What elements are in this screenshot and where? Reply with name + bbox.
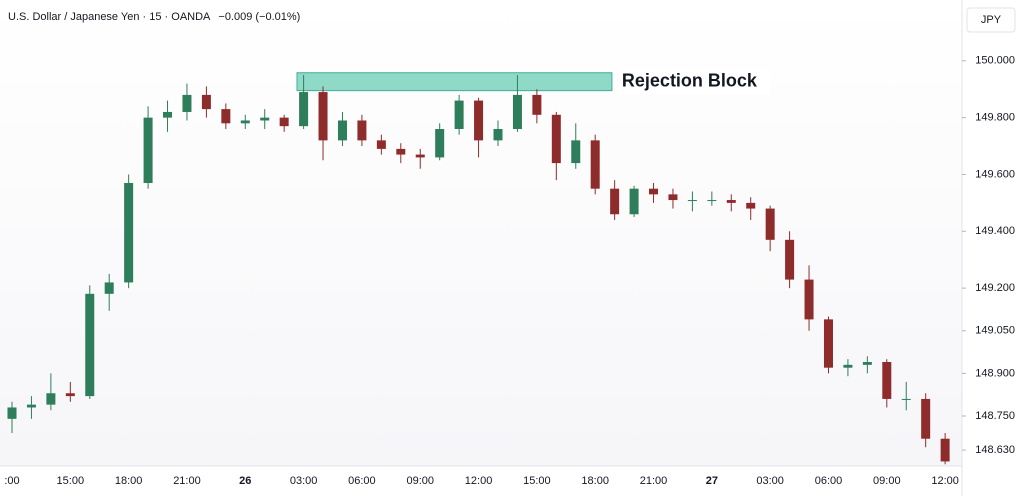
zone-label: Rejection Block [622, 70, 758, 90]
candle-body [726, 200, 736, 203]
candle-body [629, 188, 639, 215]
y-tick-label: 149.050 [975, 325, 1015, 337]
candle-body [221, 109, 231, 124]
y-tick-label: 150.000 [975, 55, 1015, 67]
candle-body [590, 140, 600, 189]
candle-body [862, 362, 872, 365]
zone-label-bg [617, 68, 770, 95]
candle-body [532, 94, 542, 115]
candle-body [396, 148, 406, 155]
candle-body [610, 188, 620, 215]
y-tick-label: 148.630 [975, 444, 1015, 456]
candle-body [493, 129, 503, 141]
candle-body [46, 393, 56, 405]
x-tick-label: 18:00 [581, 475, 609, 487]
x-tick-label: 09:00 [406, 475, 434, 487]
x-tick-label: 06:00 [348, 475, 376, 487]
y-tick-label: 148.900 [975, 367, 1015, 379]
chart-title: U.S. Dollar / Japanese Yen · 15 · OANDA [8, 11, 211, 23]
candle-body [357, 120, 367, 141]
candle-body [26, 404, 36, 408]
candle-body [649, 188, 659, 195]
x-tick-label: 15:00 [57, 475, 85, 487]
currency-box[interactable] [966, 7, 1016, 33]
candle-body [512, 94, 522, 130]
candle-body [940, 438, 950, 462]
x-tick-label: 26 [239, 475, 251, 487]
candle-body [124, 182, 134, 283]
candle-body [435, 129, 445, 158]
candle-body [901, 398, 911, 400]
change-label: −0.009 (−0.01%) [218, 11, 300, 23]
x-tick-label: 15:00 [523, 475, 551, 487]
x-tick-label: 12:00 [931, 475, 959, 487]
x-tick-label: 09:00 [873, 475, 901, 487]
candle-body [104, 282, 114, 294]
zone [296, 72, 613, 92]
candle-body [765, 208, 775, 240]
candle-body [318, 92, 328, 141]
candle-body [337, 120, 347, 141]
y-tick-label: 149.600 [975, 168, 1015, 180]
currency: JPY [981, 14, 1002, 26]
candle-body [299, 92, 309, 127]
x-tick-label: 12:00 [465, 475, 493, 487]
x-tick-label: 03:00 [290, 475, 318, 487]
x-tick-label: 27 [706, 475, 718, 487]
candle-body [746, 202, 756, 209]
candle-body [7, 407, 17, 419]
y-tick-label: 149.800 [975, 112, 1015, 124]
x-tick-label: 18:00 [115, 475, 143, 487]
x-tick-label: 21:00 [640, 475, 668, 487]
candle-body [163, 111, 173, 118]
candle-body [201, 94, 211, 110]
candle-body [785, 239, 795, 280]
candle-body [882, 362, 892, 399]
y-tick-label: 148.750 [975, 410, 1015, 422]
candle-body [687, 200, 697, 202]
candle-body [260, 117, 270, 121]
candle-body [921, 398, 931, 439]
candle-body [240, 120, 250, 124]
candle-body [376, 140, 386, 149]
candle-body [279, 117, 289, 127]
y-tick-label: 149.400 [975, 225, 1015, 237]
candle-body [823, 319, 833, 368]
x-tick-label: 21:00 [173, 475, 201, 487]
candle-body [143, 117, 153, 183]
plot-area [0, 0, 962, 466]
candle-body [843, 364, 853, 368]
x-tick-label: 03:00 [756, 475, 784, 487]
x-tick-label: :00 [4, 475, 19, 487]
candle-body [668, 194, 678, 201]
candle-body [474, 100, 484, 141]
candle-body [65, 393, 75, 397]
candle-body [707, 200, 717, 202]
candle-body [551, 114, 561, 164]
candle-body [804, 279, 814, 320]
candle-body [571, 140, 581, 164]
candle-body [85, 293, 95, 397]
y-tick-label: 149.200 [975, 282, 1015, 294]
x-tick-label: 06:00 [815, 475, 843, 487]
candle-body [415, 154, 425, 158]
candle-body [454, 100, 464, 130]
candle-body [182, 94, 192, 112]
